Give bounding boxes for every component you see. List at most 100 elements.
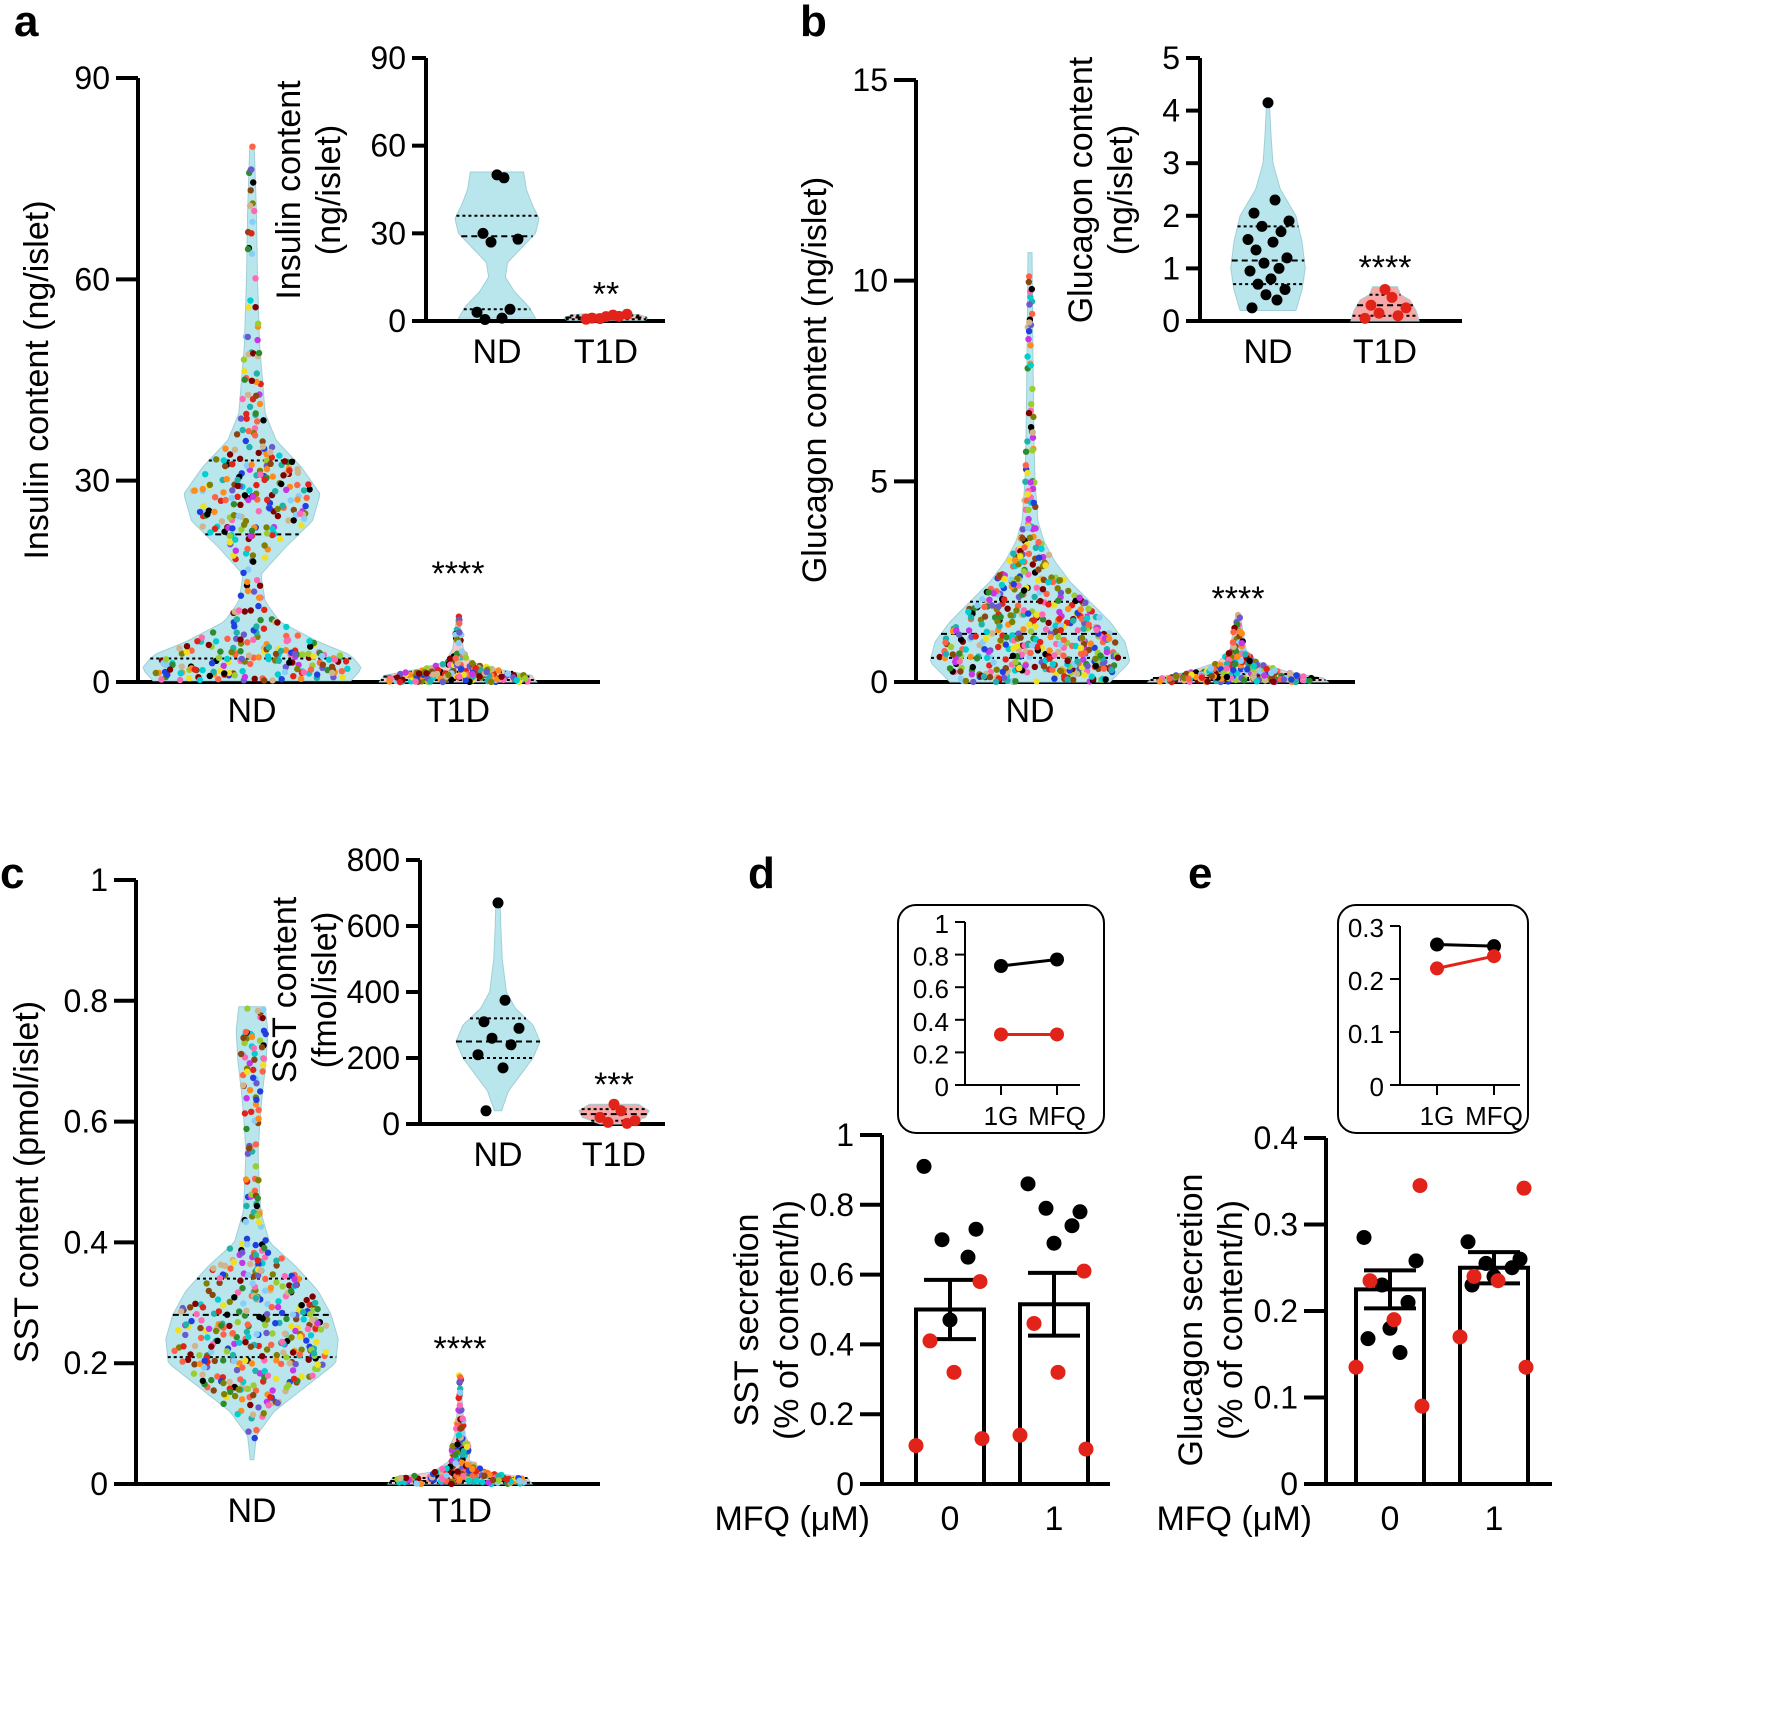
data-point	[269, 526, 276, 533]
data-point	[318, 652, 326, 660]
data-point	[298, 1346, 305, 1353]
panel-label-b: b	[800, 0, 827, 46]
data-point	[1071, 592, 1078, 599]
data-point	[303, 1296, 310, 1304]
data-point	[1232, 660, 1239, 668]
data-point	[1065, 587, 1072, 595]
data-point	[988, 602, 996, 609]
data-point	[1027, 424, 1035, 431]
data-point	[268, 454, 275, 461]
data-point	[267, 449, 274, 456]
data-point	[1110, 662, 1118, 669]
inset-data-point	[1283, 215, 1295, 227]
data-point	[212, 638, 220, 645]
data-point	[230, 512, 238, 519]
data-point	[247, 297, 254, 304]
data-point	[495, 1477, 502, 1484]
data-point	[439, 1465, 446, 1473]
inset-data-point	[512, 233, 524, 245]
data-point	[288, 1334, 295, 1341]
data-point	[191, 1361, 198, 1368]
data-point	[300, 1316, 307, 1323]
data-point	[233, 431, 241, 438]
data-point	[936, 653, 943, 661]
data-point	[312, 1299, 319, 1307]
data-point	[1027, 342, 1034, 349]
data-point	[259, 443, 267, 450]
data-point	[244, 639, 251, 646]
data-point	[169, 661, 176, 669]
data-point	[238, 655, 245, 663]
data-point	[220, 662, 227, 669]
data-point	[234, 482, 241, 489]
data-point	[1025, 336, 1032, 343]
inset-data-point	[1281, 252, 1293, 264]
data-point	[1055, 633, 1062, 641]
data-point	[220, 1302, 227, 1309]
data-point	[456, 1402, 463, 1409]
data-point	[231, 1392, 239, 1400]
data-point	[1026, 301, 1033, 308]
data-point	[261, 1244, 268, 1252]
data-point	[191, 1342, 199, 1350]
panel-e-y-tick-label: 0.4	[1254, 1120, 1298, 1156]
data-point	[1033, 678, 1040, 685]
data-point	[455, 1432, 463, 1439]
data-point	[299, 651, 306, 658]
panel-b-y-label: Glucagon content (ng/islet)	[796, 177, 834, 583]
panel-e-inset-y-tick-label: 0.2	[1348, 966, 1384, 996]
panel-b-t1d-points	[1156, 611, 1315, 686]
data-point	[305, 1356, 312, 1363]
inset-data-point	[1271, 294, 1283, 306]
data-point	[1046, 655, 1053, 662]
data-point	[226, 451, 234, 458]
data-point	[227, 1388, 234, 1396]
data-point	[240, 631, 248, 638]
data-point	[276, 452, 283, 459]
data-point	[1064, 676, 1071, 683]
data-point	[245, 1271, 252, 1279]
panel-d-data-point	[916, 1158, 932, 1174]
panel-e-y-tick-label: 0.2	[1254, 1293, 1298, 1329]
data-point	[241, 1312, 249, 1319]
data-point	[1280, 676, 1288, 683]
data-point	[1156, 678, 1164, 685]
data-point	[1055, 597, 1062, 604]
inset-data-point	[1365, 299, 1377, 311]
data-point	[1033, 584, 1041, 591]
panel-b-significance: ****	[1212, 580, 1265, 618]
data-point	[234, 493, 241, 500]
data-point	[1082, 599, 1089, 606]
data-point	[249, 1411, 257, 1418]
data-point	[454, 659, 461, 667]
data-point	[278, 1360, 285, 1368]
data-point	[215, 676, 222, 683]
data-point	[243, 1307, 250, 1315]
data-point	[272, 1375, 280, 1383]
data-point	[252, 392, 260, 399]
data-point	[274, 505, 281, 513]
data-point	[448, 1480, 455, 1488]
data-point	[294, 632, 301, 639]
data-point	[294, 496, 301, 503]
data-point	[255, 1115, 262, 1122]
data-point	[1106, 635, 1113, 643]
data-point	[250, 179, 257, 186]
data-point	[498, 673, 505, 680]
data-point	[1212, 660, 1219, 668]
data-point	[306, 486, 313, 493]
data-point	[176, 676, 184, 684]
data-point	[1019, 526, 1026, 533]
data-point	[178, 650, 186, 657]
panel-e-data-point	[1412, 1178, 1428, 1194]
data-point	[242, 1357, 249, 1364]
panel-e-data-point	[1348, 1359, 1364, 1375]
data-point	[234, 1318, 241, 1326]
data-point	[281, 458, 288, 465]
data-point	[182, 1331, 189, 1339]
data-point	[248, 527, 256, 534]
data-point	[1026, 319, 1033, 326]
data-point	[290, 517, 297, 524]
data-point	[208, 1348, 215, 1356]
data-point	[1096, 614, 1103, 621]
